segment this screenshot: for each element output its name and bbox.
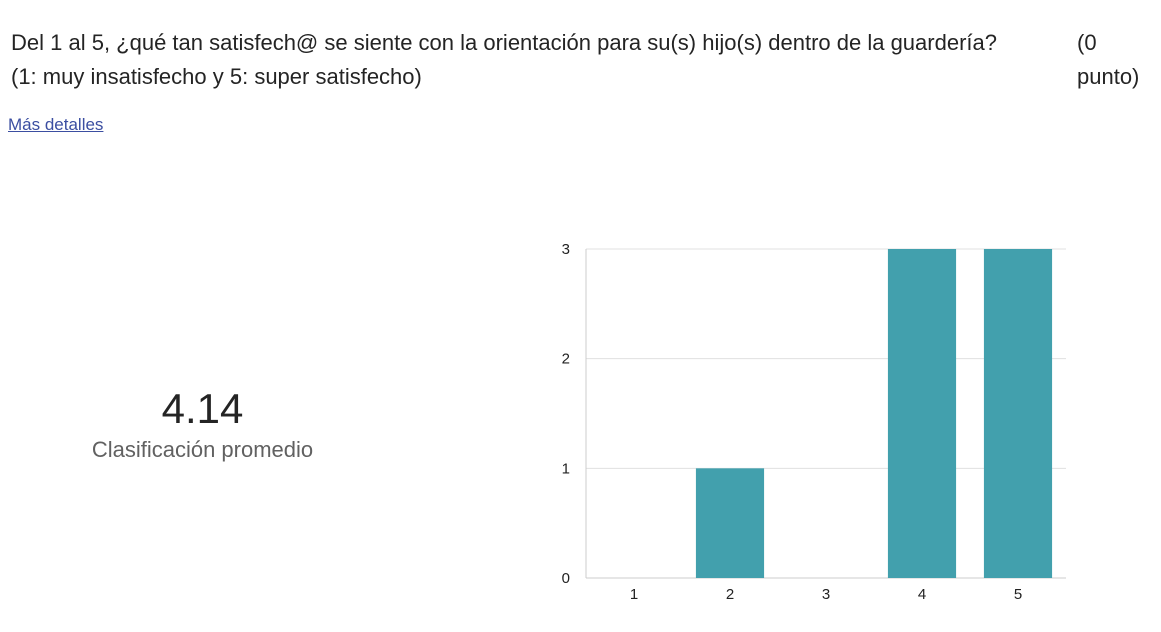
x-tick-label: 3 bbox=[822, 586, 830, 603]
chart-x-tick-labels: 1 2 3 4 5 bbox=[630, 586, 1022, 603]
question-points: (0 punto) bbox=[1077, 30, 1140, 89]
x-tick-label: 5 bbox=[1014, 586, 1022, 603]
y-tick-label: 2 bbox=[562, 351, 570, 368]
bar-2[interactable] bbox=[695, 468, 765, 578]
x-tick-label: 1 bbox=[630, 586, 638, 603]
y-tick-label: 3 bbox=[562, 241, 570, 258]
more-details-link[interactable]: Más detalles bbox=[8, 115, 104, 134]
x-tick-label: 4 bbox=[918, 586, 926, 603]
average-rating-value: 4.14 bbox=[161, 385, 244, 432]
y-tick-label: 0 bbox=[562, 570, 570, 587]
y-tick-label: 1 bbox=[562, 460, 570, 477]
average-rating-summary: 4.14 Clasificación promedio bbox=[40, 383, 365, 465]
rating-bar-chart: 0 1 2 3 1 2 3 4 5 bbox=[562, 241, 1066, 603]
x-tick-label: 2 bbox=[726, 586, 734, 603]
chart-bars bbox=[695, 249, 1053, 578]
average-rating-label: Clasificación promedio bbox=[91, 437, 314, 462]
bar-5[interactable] bbox=[983, 249, 1053, 578]
chart-y-tick-labels: 0 1 2 3 bbox=[562, 241, 570, 587]
question-text: Del 1 al 5, ¿qué tan satisfech@ se sient… bbox=[11, 30, 997, 89]
bar-4[interactable] bbox=[887, 249, 957, 578]
